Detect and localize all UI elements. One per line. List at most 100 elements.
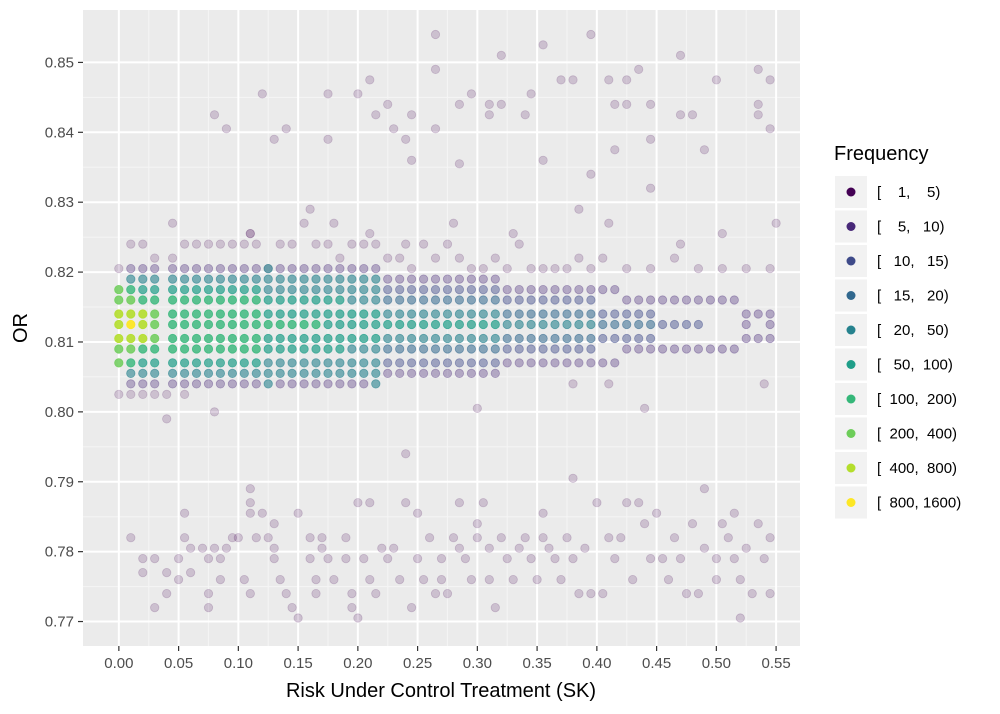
data-point	[442, 333, 453, 344]
data-point	[299, 319, 309, 330]
data-point	[239, 319, 249, 330]
data-point	[765, 263, 775, 274]
data-point	[317, 543, 327, 553]
data-point	[753, 99, 763, 110]
data-point	[317, 533, 327, 543]
data-point	[526, 263, 536, 274]
data-point	[323, 309, 333, 319]
data-point	[418, 274, 429, 284]
data-point	[275, 263, 285, 274]
data-point	[215, 274, 225, 284]
data-point	[383, 344, 393, 354]
data-point	[191, 295, 202, 305]
data-point	[753, 333, 763, 344]
data-point	[634, 319, 644, 330]
data-point	[215, 368, 225, 378]
data-point	[765, 319, 775, 330]
data-point	[251, 284, 261, 295]
data-point	[275, 274, 285, 284]
data-point	[604, 75, 614, 85]
data-point	[150, 379, 160, 389]
data-point	[203, 263, 214, 274]
data-point	[395, 358, 405, 368]
data-point	[335, 333, 345, 344]
data-point	[508, 229, 518, 239]
data-point	[412, 508, 423, 518]
data-point	[180, 358, 190, 368]
data-point	[215, 319, 225, 330]
data-point	[347, 263, 357, 274]
data-point	[191, 274, 202, 284]
data-point	[639, 403, 650, 413]
x-tick-label: 0.30	[463, 655, 492, 672]
data-point	[305, 533, 315, 543]
data-point	[287, 602, 297, 613]
data-point	[311, 574, 321, 585]
y-tick-label: 0.77	[45, 614, 74, 631]
data-point	[466, 284, 476, 295]
data-point	[215, 295, 225, 305]
y-tick-label: 0.85	[45, 54, 74, 71]
data-point	[257, 508, 267, 518]
data-point	[263, 295, 273, 305]
data-point	[138, 389, 148, 399]
data-point	[586, 319, 596, 330]
data-point	[753, 110, 763, 120]
data-point	[645, 333, 656, 344]
data-point	[586, 169, 596, 179]
data-point	[275, 295, 285, 305]
x-axis-ticks: 0.00 0.05 0.10 0.15 0.20 0.25 0.30 0.35 0.40 0.45…	[104, 646, 791, 672]
data-point	[442, 368, 453, 378]
data-point	[562, 358, 572, 368]
data-point	[365, 229, 375, 239]
data-point	[114, 319, 124, 330]
data-point	[275, 358, 285, 368]
data-point	[221, 543, 231, 553]
data-point	[520, 110, 530, 120]
data-point	[634, 295, 644, 305]
data-point	[371, 110, 381, 120]
x-tick-label: 0.50	[702, 655, 731, 672]
data-point	[574, 358, 584, 368]
data-point	[305, 204, 315, 214]
data-point	[114, 295, 124, 305]
data-point	[150, 274, 160, 284]
data-point	[311, 263, 321, 274]
data-point	[275, 344, 285, 354]
data-point	[227, 263, 237, 274]
data-point	[227, 284, 237, 295]
data-point	[466, 89, 476, 99]
data-point	[227, 309, 237, 319]
data-point	[150, 319, 160, 330]
data-point	[430, 319, 441, 330]
data-point	[180, 239, 190, 249]
data-point	[484, 574, 494, 585]
data-point	[669, 295, 680, 305]
data-point	[418, 344, 429, 354]
data-point	[162, 414, 172, 424]
data-point	[645, 295, 656, 305]
data-point	[610, 333, 620, 344]
data-point	[227, 379, 237, 389]
data-point	[203, 309, 214, 319]
data-point	[753, 309, 763, 319]
data-point	[126, 274, 136, 284]
data-point	[526, 553, 536, 564]
data-point	[299, 333, 309, 344]
data-point	[717, 229, 727, 239]
data-point	[311, 239, 321, 249]
data-point	[406, 295, 417, 305]
data-point	[645, 344, 656, 354]
data-point	[586, 295, 596, 305]
data-point	[610, 99, 620, 110]
data-point	[239, 284, 249, 295]
legend-label: [ 20, 50)	[877, 322, 949, 339]
data-point	[203, 319, 214, 330]
data-point	[466, 309, 476, 319]
legend-key-dot	[846, 325, 856, 335]
data-point	[586, 284, 596, 295]
x-tick-label: 0.10	[224, 655, 253, 672]
data-point	[430, 284, 441, 295]
data-point	[299, 344, 309, 354]
data-point	[191, 239, 202, 249]
